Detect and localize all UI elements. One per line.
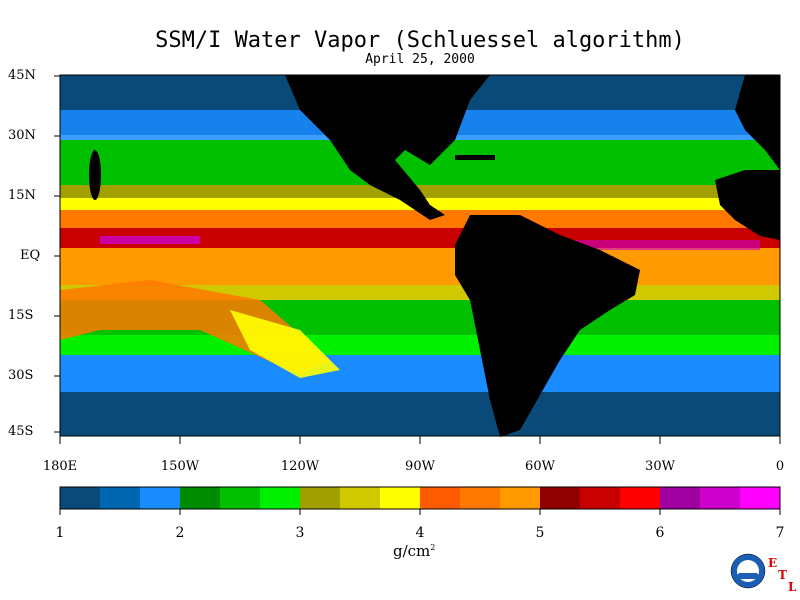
colorbar-swatch xyxy=(740,487,781,509)
colorbar-tick-2: 2 xyxy=(175,525,185,541)
land-africa xyxy=(715,170,780,240)
lon-ticks xyxy=(59,436,781,444)
lat-label-15s: 15S xyxy=(8,308,34,323)
lon-label-120w: 120W xyxy=(280,459,320,474)
land-baja-island xyxy=(89,150,101,200)
south-pacific-plume-yellow xyxy=(230,310,340,378)
lon-label-150w: 150W xyxy=(160,459,200,474)
units-text: g/cm xyxy=(393,542,431,560)
colorbar-ticks xyxy=(59,509,781,515)
land xyxy=(89,75,780,437)
lat-label-45s: 45S xyxy=(8,424,34,439)
lon-label-180e: 180E xyxy=(42,459,78,474)
lat-label-45n: 45N xyxy=(8,68,36,83)
band-blue-south xyxy=(60,355,780,395)
colorbar-swatch xyxy=(700,487,741,509)
magenta-spot-west xyxy=(100,236,200,244)
colorbar-swatch xyxy=(180,487,221,509)
lat-label-30s: 30S xyxy=(8,368,34,383)
colorbar-swatch xyxy=(660,487,701,509)
magenta-spot-east xyxy=(560,240,760,250)
colorbar-swatch xyxy=(420,487,461,509)
lat-label-30n: 30N xyxy=(8,128,36,143)
etl-letter-t: T xyxy=(778,568,787,582)
colorbar xyxy=(60,487,781,509)
land-cuba xyxy=(455,155,495,160)
colorbar-swatch xyxy=(220,487,261,509)
colorbar-swatch xyxy=(380,487,421,509)
lon-label-30w: 30W xyxy=(645,459,675,474)
colorbar-swatch xyxy=(100,487,141,509)
etl-letter-l: L xyxy=(788,580,797,594)
land-south-america xyxy=(455,215,640,437)
noaa-logo-icon xyxy=(730,553,766,589)
colorbar-swatch xyxy=(580,487,621,509)
colorbar-swatch xyxy=(540,487,581,509)
colorbar-tick-6: 6 xyxy=(655,525,665,541)
lat-label-eq: EQ xyxy=(20,248,41,263)
colorbar-tick-4: 4 xyxy=(415,525,425,541)
lat-label-15n: 15N xyxy=(8,188,36,203)
land-europe xyxy=(735,75,780,170)
etl-letter-e: E xyxy=(768,556,778,570)
colorbar-swatch xyxy=(460,487,501,509)
colorbar-swatch xyxy=(500,487,541,509)
lon-label-60w: 60W xyxy=(525,459,555,474)
chart-title: SSM/I Water Vapor (Schluessel algorithm) xyxy=(155,28,685,53)
band-orange-south xyxy=(60,248,780,288)
colorbar-swatch xyxy=(260,487,301,509)
colorbar-units: g/cm2 xyxy=(393,542,435,560)
units-superscript: 2 xyxy=(430,543,436,552)
colorbar-tick-3: 3 xyxy=(295,525,305,541)
lat-ticks xyxy=(54,75,60,433)
band-low-south xyxy=(60,392,780,436)
colorbar-swatch xyxy=(60,487,101,509)
colorbar-swatch xyxy=(140,487,181,509)
colorbar-tick-1: 1 xyxy=(55,525,65,541)
colorbar-swatch xyxy=(340,487,381,509)
colorbar-swatch xyxy=(620,487,661,509)
land-north-america xyxy=(285,75,490,220)
lon-label-0: 0 xyxy=(775,459,785,474)
colorbar-tick-7: 7 xyxy=(775,525,785,541)
colorbar-swatch xyxy=(300,487,341,509)
lon-label-90w: 90W xyxy=(405,459,435,474)
colorbar-tick-5: 5 xyxy=(535,525,545,541)
chart-subtitle: April 25, 2000 xyxy=(365,52,475,67)
